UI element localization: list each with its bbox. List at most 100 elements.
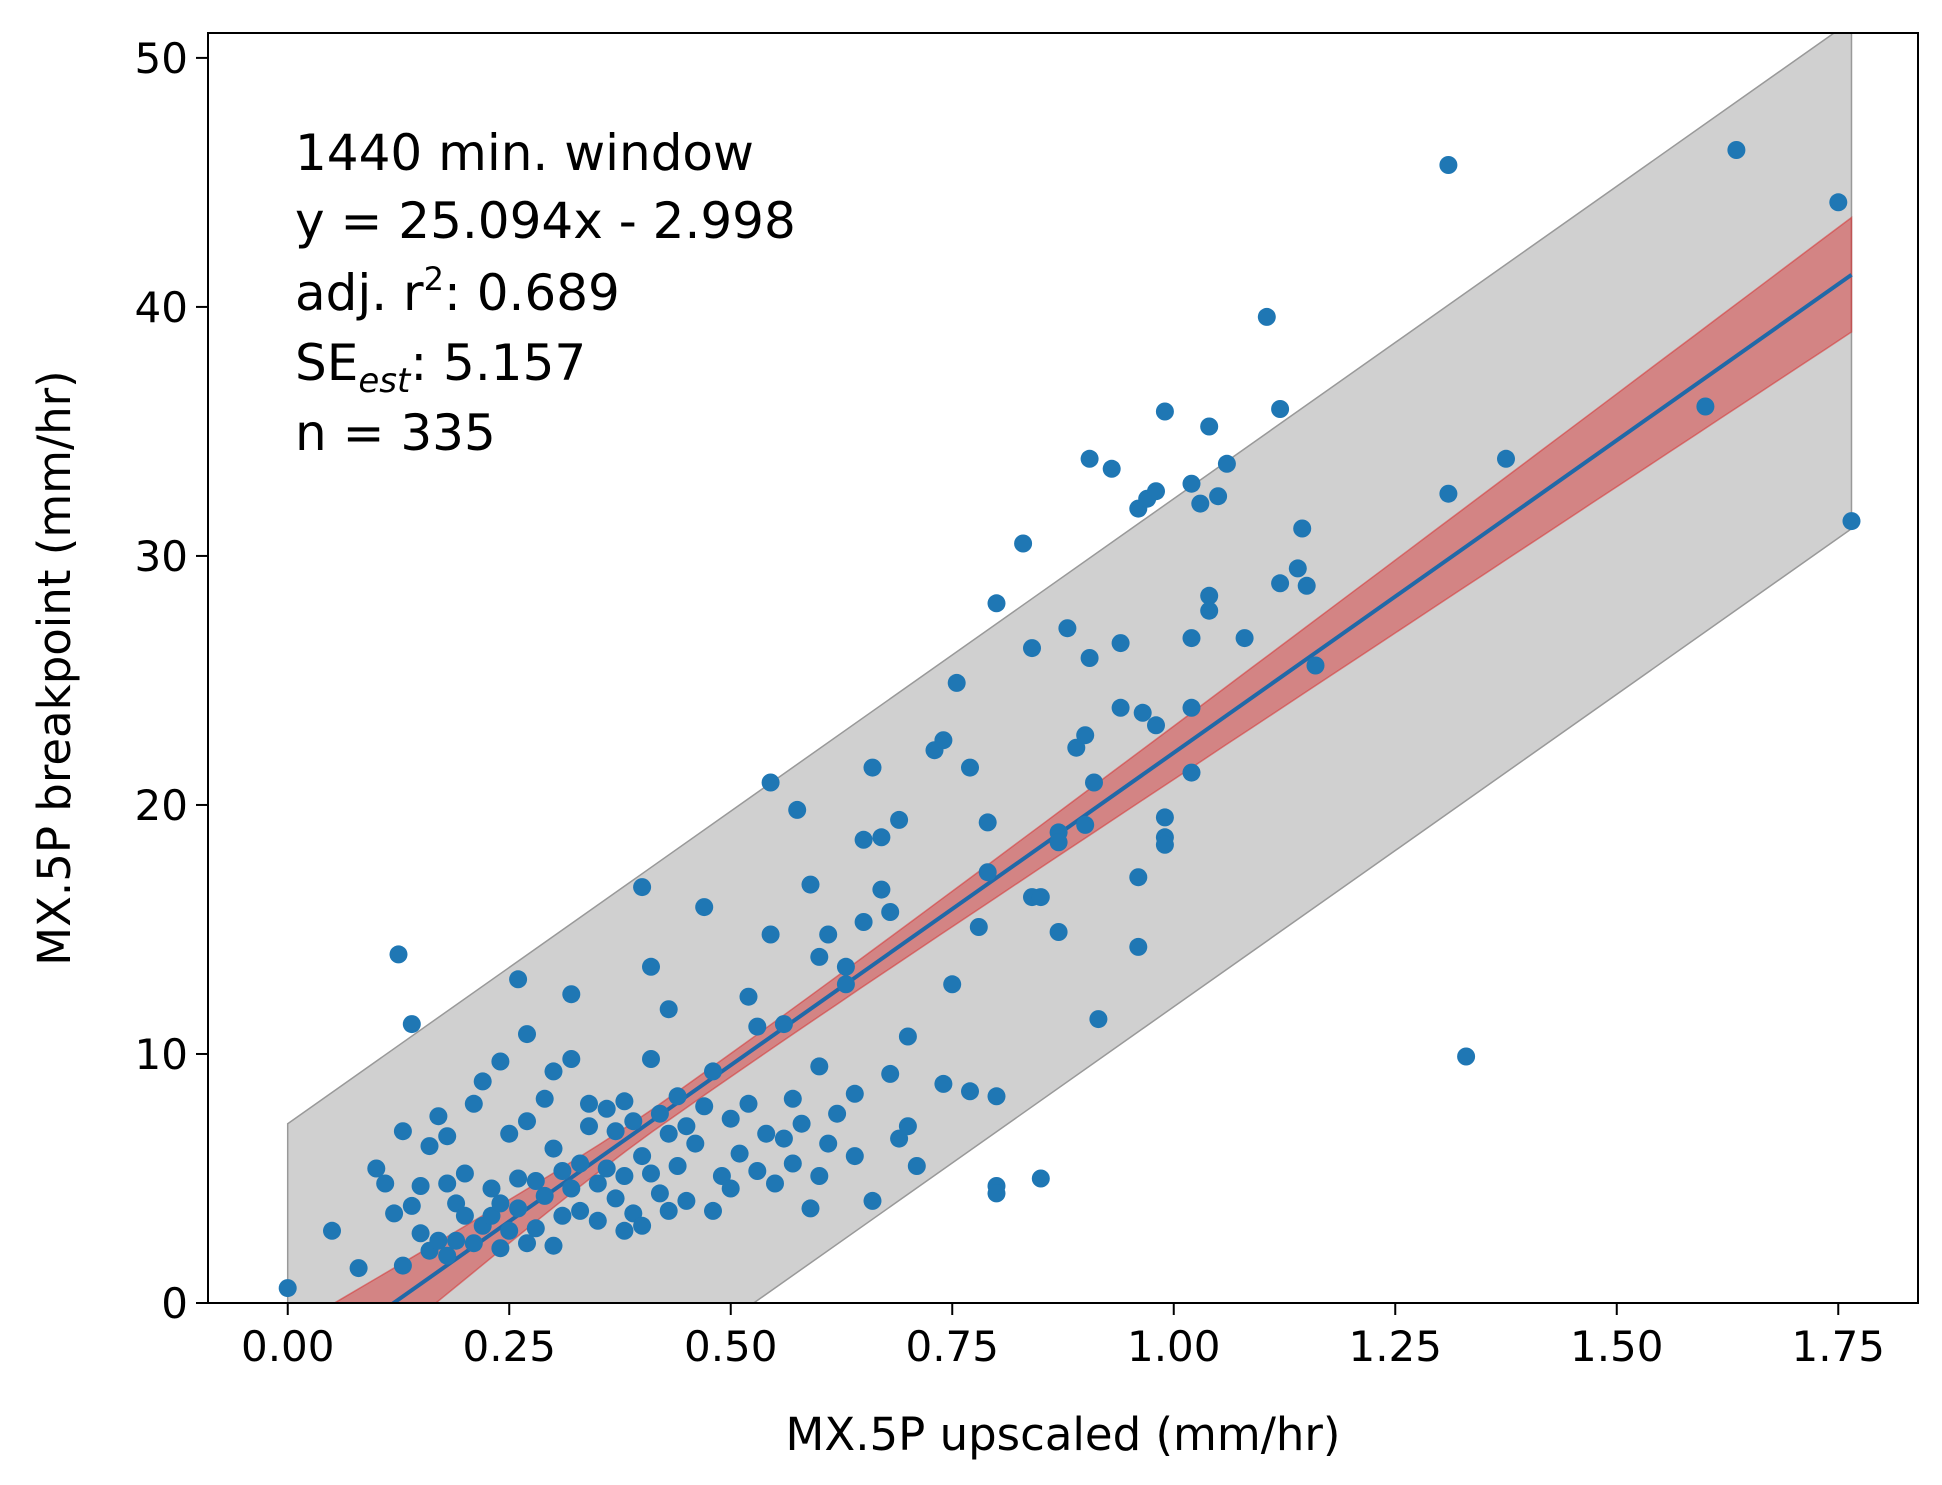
data-point [615, 1092, 634, 1111]
data-point [1182, 763, 1201, 782]
data-point [447, 1231, 466, 1250]
x-tick-label: 1.00 [1127, 1322, 1221, 1371]
data-point [774, 1129, 793, 1148]
data-point [1439, 484, 1458, 503]
data-point [659, 1201, 678, 1220]
data-point [1191, 494, 1210, 513]
data-point [1080, 649, 1099, 667]
data-point [836, 957, 855, 976]
data-points [278, 141, 1861, 1298]
y-tick-label: 20 [135, 781, 188, 830]
data-point [748, 1162, 767, 1180]
data-point [642, 1164, 660, 1183]
data-point [1080, 449, 1099, 468]
data-point [1306, 656, 1325, 675]
data-point [898, 1027, 917, 1046]
data-point [402, 1015, 421, 1034]
data-point [562, 1179, 581, 1198]
data-point [1293, 519, 1312, 538]
data-point [597, 1159, 616, 1178]
data-point [792, 1114, 811, 1133]
data-point [695, 1097, 714, 1116]
data-point [464, 1234, 483, 1253]
data-point [562, 1050, 581, 1068]
data-point [402, 1196, 421, 1215]
data-point [509, 970, 528, 989]
data-point [393, 1122, 412, 1141]
data-point [491, 1052, 510, 1071]
data-point [571, 1201, 590, 1220]
data-point [464, 1094, 483, 1113]
data-point [1271, 400, 1290, 418]
data-point [491, 1194, 510, 1213]
data-point [500, 1221, 519, 1240]
data-point [1257, 307, 1276, 326]
y-tick-label: 30 [135, 532, 188, 581]
data-point [518, 1025, 536, 1044]
data-point [588, 1211, 607, 1230]
data-point [633, 1216, 652, 1235]
data-point [455, 1206, 474, 1225]
data-point [730, 1144, 749, 1163]
data-point [323, 1221, 341, 1240]
data-point [1014, 534, 1033, 553]
data-point [1067, 738, 1086, 757]
data-point [863, 1191, 882, 1210]
annotation-se-prefix: SE [295, 334, 358, 392]
data-point [783, 1154, 802, 1173]
data-point [890, 810, 909, 829]
data-point [580, 1117, 598, 1136]
y-axis-label: MX.5P breakpoint (mm/hr) [28, 370, 81, 965]
data-point [761, 773, 780, 792]
data-point [854, 830, 873, 849]
data-point [695, 898, 714, 917]
data-point [389, 945, 408, 964]
data-point [438, 1174, 457, 1193]
data-point [482, 1179, 501, 1198]
data-point [810, 1057, 829, 1076]
data-point [1727, 141, 1746, 159]
data-point [1085, 773, 1103, 792]
data-point [987, 1087, 1006, 1106]
annotation-r2-value: : 0.689 [444, 264, 620, 322]
data-point [961, 758, 979, 777]
data-point [1111, 634, 1130, 653]
data-point [1200, 417, 1219, 436]
data-point [535, 1089, 554, 1108]
data-point [376, 1174, 395, 1193]
data-point [367, 1159, 386, 1178]
data-point [810, 947, 829, 966]
data-point [1023, 639, 1041, 658]
data-point [482, 1206, 501, 1225]
data-point [429, 1231, 448, 1250]
data-point [898, 1117, 917, 1136]
data-point [801, 875, 820, 894]
data-point [863, 758, 882, 777]
data-point [1235, 629, 1254, 648]
data-point [500, 1124, 519, 1143]
data-point [393, 1256, 412, 1275]
x-tick-label: 1.25 [1348, 1322, 1442, 1371]
data-point [606, 1122, 625, 1141]
data-point [1297, 576, 1316, 595]
data-point [907, 1157, 926, 1175]
data-point [650, 1104, 669, 1123]
data-point [615, 1221, 634, 1240]
data-point [978, 813, 997, 832]
data-point [987, 594, 1006, 613]
data-point [535, 1186, 554, 1205]
data-point [1111, 698, 1130, 717]
annotation-se-value: : 5.157 [410, 334, 586, 392]
data-point [1049, 833, 1068, 852]
data-point [819, 925, 838, 944]
y-tick-label: 0 [161, 1279, 188, 1328]
data-point [642, 1050, 660, 1068]
data-point [1842, 512, 1861, 531]
annotation-window: 1440 min. window [295, 124, 754, 182]
data-point [1102, 459, 1121, 478]
data-point [845, 1084, 864, 1103]
data-point [473, 1072, 492, 1091]
data-point [1155, 808, 1174, 827]
confidence-band [332, 216, 1853, 1303]
